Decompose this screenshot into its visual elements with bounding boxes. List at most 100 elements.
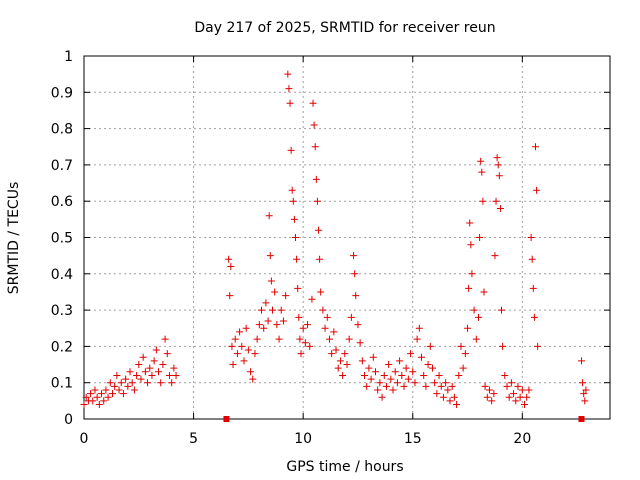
data-point [496,204,504,212]
data-point [407,350,415,358]
data-point [418,353,426,361]
data-point [159,361,167,369]
data-point [581,397,589,405]
data-point [95,400,103,408]
data-point [130,386,138,394]
data-point [523,393,531,401]
data-point [533,186,541,194]
y-tick-label: 1 [64,49,73,65]
data-point [135,361,143,369]
data-point [488,397,496,405]
data-point [148,371,156,379]
data-point [374,386,382,394]
data-point [354,321,362,329]
data-point [310,121,318,129]
data-point [479,197,487,205]
data-point [163,350,171,358]
data-point [268,306,276,314]
data-point [330,328,338,336]
data-point [144,379,152,387]
data-point [170,364,178,372]
data-point [505,393,513,401]
data-point [228,342,236,350]
data-point [481,382,489,390]
data-point [133,371,141,379]
data-point [231,335,239,343]
data-point [282,292,290,300]
data-point [141,368,149,376]
data-point [165,371,173,379]
y-tick-label: 0.6 [51,194,73,210]
data-point [236,328,244,336]
data-point [233,350,241,358]
data-point [437,382,445,390]
data-point [273,321,281,329]
data-point [227,263,235,271]
data-point [501,371,509,379]
x-tick-label: 5 [189,431,198,447]
data-point [317,288,325,296]
y-tick-label: 0.2 [51,339,73,355]
data-point [319,306,327,314]
data-point [226,292,234,300]
data-point [290,215,298,223]
data-point [240,357,248,365]
data-point [152,346,160,354]
data-point [478,168,486,176]
data-point [113,371,121,379]
data-point [296,335,304,343]
data-point [579,379,587,387]
data-point [461,350,469,358]
x-tick-label: 10 [294,431,312,447]
data-point [286,99,294,107]
data-point [404,375,412,383]
data-point [126,368,134,376]
plot-frame [83,55,611,420]
data-point [578,357,586,365]
data-point [376,379,384,387]
data-point [525,386,533,394]
data-point [512,397,520,405]
data-point [396,357,404,365]
data-point [98,390,106,398]
data-point [514,382,522,390]
data-point [472,335,480,343]
data-point [476,234,484,241]
data-point [468,270,476,278]
data-point [433,390,441,398]
data-point [382,382,390,390]
data-point [275,335,283,343]
data-point [371,368,379,376]
chart-title: Day 217 of 2025, SRMTID for receiver reu… [194,20,495,36]
data-point [313,197,321,205]
y-tick-label: 0.1 [51,376,73,392]
data-point [277,306,285,314]
data-point [262,299,270,307]
data-point [351,270,359,278]
data-point [475,313,482,321]
data-point [312,175,320,183]
data-point [238,342,246,350]
data-point [172,371,180,379]
data-point [253,335,261,343]
data-point [453,400,461,408]
data-point [104,393,112,401]
data-point [297,350,305,358]
data-point [287,146,295,154]
data-point [450,393,458,401]
data-point [494,161,502,169]
data-point [446,397,454,405]
data-point [102,386,110,394]
data-point [448,382,456,390]
data-point [284,70,292,78]
grid-lines [84,56,610,419]
data-point [477,157,485,165]
data-point [117,379,125,387]
data-point [369,353,377,361]
y-tick-label: 0.9 [51,85,73,101]
data-point [530,313,538,321]
data-point [288,186,296,194]
zero-marker [578,416,585,422]
data-point [352,292,360,300]
data-point [249,375,257,383]
